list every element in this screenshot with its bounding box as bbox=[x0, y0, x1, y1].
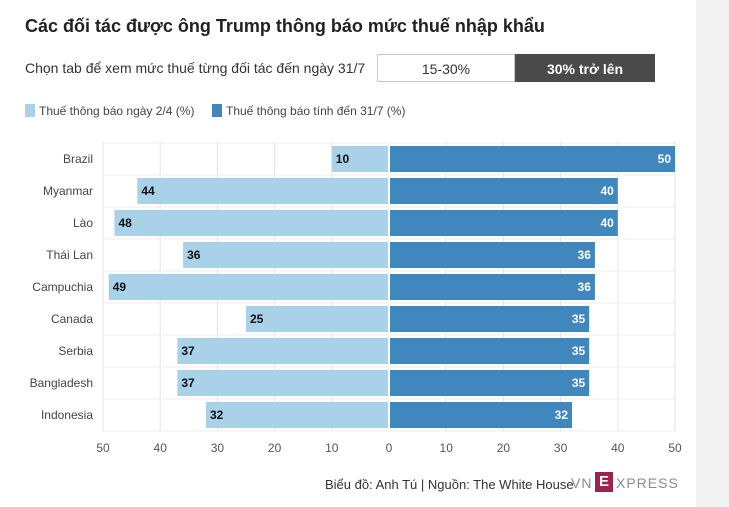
bar-april bbox=[205, 402, 388, 428]
side-strip bbox=[696, 0, 729, 507]
bar-april-value-label: 48 bbox=[118, 216, 132, 230]
bar-july-value-label: 36 bbox=[578, 280, 592, 294]
x-tick-label: 10 bbox=[440, 441, 454, 455]
x-tick-label: 10 bbox=[325, 441, 339, 455]
bar-july-value-label: 40 bbox=[600, 184, 614, 198]
bar-april-value-label: 37 bbox=[181, 376, 195, 390]
bar-april-value-label: 44 bbox=[141, 184, 155, 198]
bar-july-value-label: 35 bbox=[572, 344, 586, 358]
legend-label-july: Thuế thông báo tính đến 31/7 (%) bbox=[226, 104, 406, 118]
bar-july-value-label: 40 bbox=[600, 216, 614, 230]
logo-e-box: E bbox=[595, 472, 613, 492]
bar-july bbox=[390, 274, 595, 300]
bar-july-value-label: 32 bbox=[555, 408, 569, 422]
category-label: Campuchia bbox=[32, 280, 93, 294]
x-tick-label: 0 bbox=[386, 441, 393, 455]
category-label: Bangladesh bbox=[30, 376, 93, 390]
legend-item-july: Thuế thông báo tính đến 31/7 (%) bbox=[212, 104, 405, 118]
tab-caption: Chọn tab để xem mức thuế từng đối tác đế… bbox=[25, 60, 366, 76]
bar-april bbox=[246, 306, 388, 332]
bar-april-value-label: 36 bbox=[187, 248, 201, 262]
bar-april bbox=[137, 178, 388, 204]
bar-april-value-label: 37 bbox=[181, 344, 195, 358]
bar-april-value-label: 25 bbox=[250, 312, 264, 326]
bar-july bbox=[390, 210, 618, 236]
category-label: Myanmar bbox=[43, 184, 93, 198]
bar-july-value-label: 36 bbox=[578, 248, 592, 262]
bar-july bbox=[390, 338, 590, 364]
legend-swatch-july bbox=[212, 104, 222, 117]
x-tick-label: 50 bbox=[668, 441, 682, 455]
logo-vn-text: VN bbox=[571, 475, 593, 491]
bar-july bbox=[390, 402, 573, 428]
legend-swatch-april bbox=[25, 104, 35, 117]
bar-july bbox=[390, 370, 590, 396]
legend-label-april: Thuế thông báo ngày 2/4 (%) bbox=[39, 104, 195, 118]
bar-july-value-label: 50 bbox=[658, 152, 672, 166]
x-tick-label: 30 bbox=[211, 441, 225, 455]
x-tick-label: 40 bbox=[611, 441, 625, 455]
bar-july bbox=[390, 242, 595, 268]
chart-title: Các đối tác được ông Trump thông báo mức… bbox=[25, 16, 545, 36]
bar-july-value-label: 35 bbox=[572, 312, 586, 326]
bar-april-value-label: 49 bbox=[113, 280, 127, 294]
x-tick-label: 20 bbox=[497, 441, 511, 455]
legend-item-april: Thuế thông báo ngày 2/4 (%) bbox=[25, 104, 194, 118]
tab-15-30[interactable]: 15-30% bbox=[377, 54, 515, 82]
bar-april bbox=[177, 338, 388, 364]
bar-july bbox=[390, 306, 590, 332]
tab-30-plus[interactable]: 30% trở lên bbox=[515, 54, 655, 82]
bar-april bbox=[114, 210, 388, 236]
bar-july bbox=[390, 146, 675, 172]
category-label: Lào bbox=[73, 216, 93, 230]
bar-april bbox=[108, 274, 388, 300]
bar-july bbox=[390, 178, 618, 204]
x-tick-label: 30 bbox=[554, 441, 568, 455]
category-label: Brazil bbox=[63, 152, 93, 166]
bar-july-value-label: 35 bbox=[572, 376, 586, 390]
category-label: Canada bbox=[51, 312, 93, 326]
x-tick-label: 40 bbox=[154, 441, 168, 455]
category-label: Serbia bbox=[58, 344, 93, 358]
source-credit: Biểu đồ: Anh Tú | Nguồn: The White House bbox=[325, 477, 574, 492]
bar-april bbox=[177, 370, 388, 396]
bar-april-value-label: 10 bbox=[336, 152, 350, 166]
x-tick-label: 50 bbox=[96, 441, 110, 455]
bar-april-value-label: 32 bbox=[210, 408, 224, 422]
category-label: Thái Lan bbox=[46, 248, 93, 262]
x-tick-label: 20 bbox=[268, 441, 282, 455]
category-label: Indonesia bbox=[41, 408, 93, 422]
bar-april bbox=[331, 146, 388, 172]
logo-xpress-text: XPRESS bbox=[616, 475, 679, 491]
bar-april bbox=[183, 242, 388, 268]
